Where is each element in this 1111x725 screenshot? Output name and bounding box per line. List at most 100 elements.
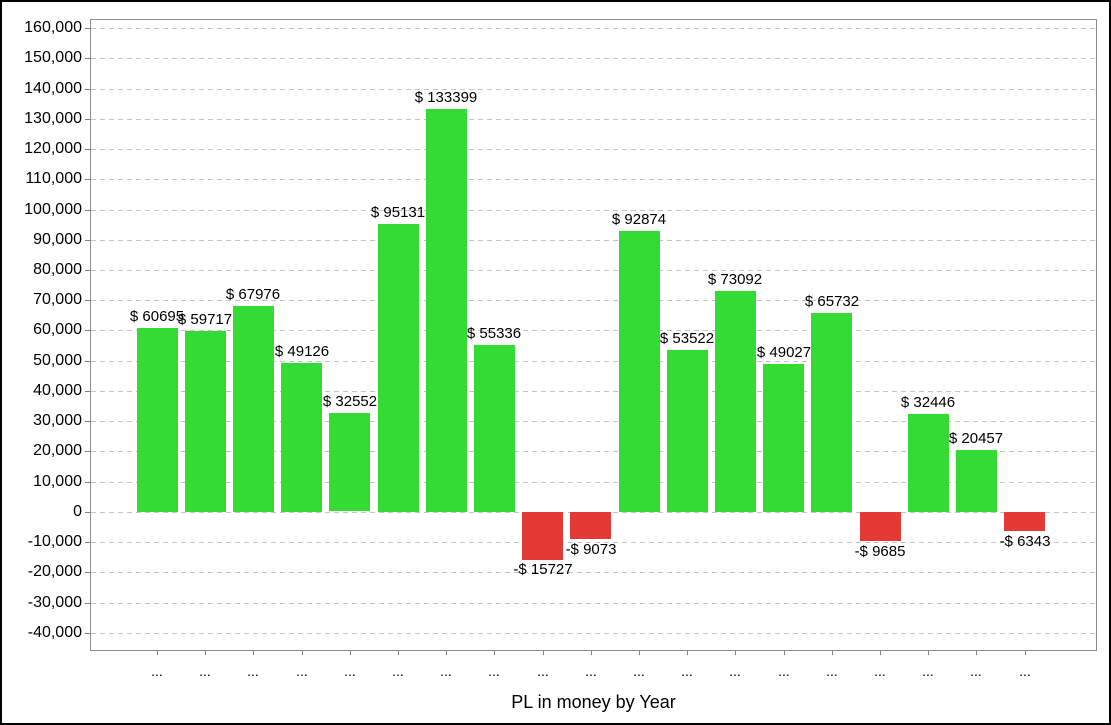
x-axis-tick [591,651,592,655]
y-axis-tick [85,58,90,59]
bar-value-label: $ 32552 [322,393,378,410]
x-axis-tick [735,651,736,655]
gridline [91,361,1096,362]
x-axis-tick-label: ... [874,663,886,679]
x-axis-tick-label: ... [440,663,452,679]
gridline [91,603,1096,604]
bar-positive [233,306,274,512]
y-axis-tick-label: -30,000 [27,594,82,611]
y-axis-tick-label: 40,000 [33,382,82,399]
y-axis-tick [85,572,90,573]
y-axis-tick-label: -40,000 [27,624,82,641]
bar-value-label: $ 53522 [659,330,715,347]
bar-value-label: $ 59717 [177,311,233,328]
x-axis-tick [784,651,785,655]
bar-value-label: -$ 15727 [513,561,573,578]
x-axis-tick [253,651,254,655]
gridline [91,89,1096,90]
y-axis-tick-label: 110,000 [25,170,82,187]
bar-positive [426,109,467,512]
y-axis-tick [85,179,90,180]
bar-positive [281,363,322,512]
y-axis-tick-label: 20,000 [33,442,82,459]
bar-value-label: $ 55336 [466,325,522,342]
bar-value-label: $ 133399 [414,89,478,106]
y-axis-tick-label: -20,000 [27,563,82,580]
y-axis-tick-label: 160,000 [24,19,82,36]
y-axis-tick-label: 50,000 [33,352,82,369]
y-axis-tick-label: 90,000 [33,231,82,248]
y-axis-tick-label: 30,000 [33,412,82,429]
bar-value-label: $ 67976 [225,286,281,303]
gridline [91,633,1096,634]
x-axis-tick-label: ... [151,663,163,679]
gridline [91,28,1096,29]
bar-value-label: -$ 9073 [565,541,617,558]
gridline [91,421,1096,422]
x-axis-tick-label: ... [199,663,211,679]
x-axis-tick [302,651,303,655]
bar-value-label: $ 73092 [707,271,763,288]
bar-value-label: $ 65732 [804,293,860,310]
x-axis-tick [639,651,640,655]
y-axis-tick [85,210,90,211]
bar-positive [619,231,660,512]
x-axis-tick-label: ... [585,663,597,679]
gridline [91,300,1096,301]
y-axis-tick-label: 100,000 [24,201,82,218]
x-axis-tick-label: ... [488,663,500,679]
bar-positive [763,364,804,512]
x-axis-tick-label: ... [922,663,934,679]
gridline [91,58,1096,59]
y-axis-tick [85,421,90,422]
x-axis-tick-label: ... [247,663,259,679]
gridline [91,482,1096,483]
gridline [91,119,1096,120]
y-axis-tick [85,482,90,483]
x-axis-tick [687,651,688,655]
bar-value-label: $ 32446 [900,394,956,411]
x-axis-tick-label: ... [1019,663,1031,679]
bar-value-label: $ 95131 [370,204,426,221]
x-axis-tick-label: ... [729,663,741,679]
gridline [91,210,1096,211]
bar-value-label: $ 20457 [948,430,1004,447]
y-axis-tick [85,300,90,301]
x-axis-tick [350,651,351,655]
x-axis-tick-label: ... [778,663,790,679]
x-axis-tick-label: ... [633,663,645,679]
bar-positive [137,328,178,512]
y-axis-tick [85,542,90,543]
gridline [91,542,1096,543]
gridline [91,330,1096,331]
y-axis-tick [85,149,90,150]
gridline [91,270,1096,271]
bar-value-label: -$ 6343 [999,533,1051,550]
bar-positive [329,413,370,511]
y-axis-tick [85,330,90,331]
x-axis-tick [446,651,447,655]
bar-negative [570,512,611,539]
y-axis-tick [85,270,90,271]
bar-value-label: $ 60695 [129,308,185,325]
bar-positive [811,313,852,512]
x-axis-title: PL in money by Year [511,692,676,712]
x-axis-tick [832,651,833,655]
y-axis-tick [85,603,90,604]
bar-value-label: $ 49126 [274,343,330,360]
gridline [91,391,1096,392]
y-axis-tick [85,451,90,452]
y-axis-tick-label: 0 [73,503,82,520]
y-axis-tick-label: 120,000 [24,140,82,157]
x-axis-tick [398,651,399,655]
x-axis-tick [1025,651,1026,655]
gridline [91,572,1096,573]
x-axis-tick-label: ... [826,663,838,679]
y-axis-tick-label: 130,000 [24,110,82,127]
x-axis-tick [543,651,544,655]
bar-value-label: $ 92874 [611,211,667,228]
y-axis-tick-label: 140,000 [24,80,82,97]
x-axis-tick [976,651,977,655]
